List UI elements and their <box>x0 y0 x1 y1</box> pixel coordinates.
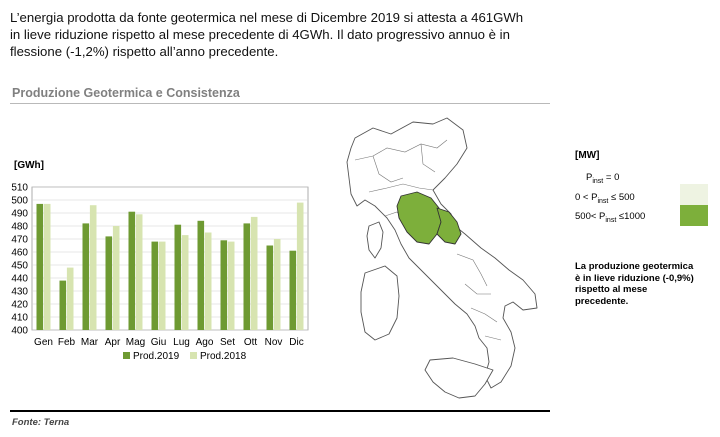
x-tick-label: Dic <box>289 337 303 348</box>
x-tick-label: Feb <box>58 337 76 348</box>
map-legend-row-high: 500< Pinst ≤1000 <box>575 211 646 224</box>
x-tick-label: Mar <box>81 337 99 348</box>
bar-prod2019-nov <box>266 245 274 330</box>
y-tick-label: 480 <box>11 222 28 233</box>
plot-area <box>31 186 309 331</box>
chart-y-unit: [GWh] <box>14 160 44 171</box>
bar-prod2018-apr <box>112 226 120 330</box>
section-title: Produzione Geotermica e Consistenza <box>12 86 240 100</box>
x-tick-label: Giu <box>151 337 167 348</box>
bar-prod2018-ago <box>204 232 212 330</box>
bar-prod2018-giu <box>158 241 166 330</box>
legend-label-prod2019: Prod.2019 <box>133 351 180 362</box>
map-legend-swatch-high <box>680 205 708 226</box>
bar-prod2019-feb <box>59 280 67 330</box>
region-tuscany <box>396 191 442 245</box>
map-legend-row-low: 0 < Pinst ≤ 500 <box>575 192 635 205</box>
map-legend-swatch-low <box>680 184 708 205</box>
bar-prod2019-ago <box>197 220 205 330</box>
bar-prod2019-ott <box>243 223 251 330</box>
bar-prod2019-lug <box>174 224 182 330</box>
map-note: La produzione geotermica è in lieve ridu… <box>575 261 694 307</box>
bar-prod2018-lug <box>181 235 189 330</box>
legend-swatch-prod2018 <box>190 352 197 359</box>
y-tick-label: 450 <box>11 261 28 272</box>
bar-prod2018-feb <box>66 267 74 330</box>
legend-swatch-prod2019 <box>123 352 130 359</box>
x-tick-label: Set <box>220 337 235 348</box>
bar-prod2019-giu <box>151 241 159 330</box>
y-tick-label: 460 <box>11 248 28 259</box>
geothermal-regions <box>396 191 462 245</box>
y-tick-label: 510 <box>11 183 28 194</box>
x-tick-label: Gen <box>34 337 53 348</box>
section-divider <box>10 103 550 104</box>
x-tick-label: Ott <box>244 337 258 348</box>
intro-text: L’energia prodotta da fonte geotermica n… <box>10 9 570 60</box>
bar-chart: 400 410 420 430 440 450 460 470 480 490 500 510 Gen F… <box>11 183 309 362</box>
bar-prod2018-mar <box>89 205 97 330</box>
corsica <box>366 221 384 259</box>
y-tick-label: 490 <box>11 209 28 220</box>
italy-outline <box>346 117 538 399</box>
x-tick-label: Mag <box>126 337 145 348</box>
map-legend-unit: [MW] <box>575 150 600 161</box>
legend-label-prod2018: Prod.2018 <box>200 351 247 362</box>
bar-prod2018-nov <box>273 239 281 330</box>
bar-prod2018-gen <box>43 203 51 330</box>
bar-prod2019-dic <box>289 250 297 330</box>
bar-prod2018-ott <box>250 216 258 330</box>
x-tick-label: Apr <box>105 337 121 348</box>
x-tick-label: Nov <box>265 337 283 348</box>
bar-prod2019-mag <box>128 211 136 330</box>
bar-prod2018-set <box>227 241 235 330</box>
y-tick-label: 400 <box>11 326 28 337</box>
sardinia <box>360 265 400 341</box>
y-tick-label: 410 <box>11 313 28 324</box>
bar-prod2019-set <box>220 240 228 330</box>
source-label: Fonte: Terna <box>12 417 70 428</box>
y-tick-label: 470 <box>11 235 28 246</box>
region-umbria-lazio <box>436 207 462 245</box>
sicily <box>424 357 494 399</box>
italy-mainland <box>346 117 538 389</box>
x-tick-label: Ago <box>196 337 214 348</box>
y-tick-label: 430 <box>11 287 28 298</box>
map-legend-row-zero: Pinst = 0 <box>586 172 620 185</box>
bar-prod2019-gen <box>36 203 44 330</box>
y-tick-label: 420 <box>11 300 28 311</box>
intro-line-3: flessione (-1,2%) rispetto all’anno prec… <box>10 44 279 59</box>
bar-prod2018-dic <box>296 202 304 330</box>
italy-map <box>346 117 538 399</box>
bottom-divider <box>10 410 550 412</box>
intro-line-2: in lieve riduzione rispetto al mese prec… <box>10 27 510 42</box>
y-tick-label: 440 <box>11 274 28 285</box>
x-tick-label: Lug <box>173 337 190 348</box>
y-tick-label: 500 <box>11 196 28 207</box>
bar-prod2019-apr <box>105 236 113 330</box>
intro-line-1: L’energia prodotta da fonte geotermica n… <box>10 10 524 25</box>
bar-prod2018-mag <box>135 214 143 330</box>
bar-prod2019-mar <box>82 223 90 330</box>
